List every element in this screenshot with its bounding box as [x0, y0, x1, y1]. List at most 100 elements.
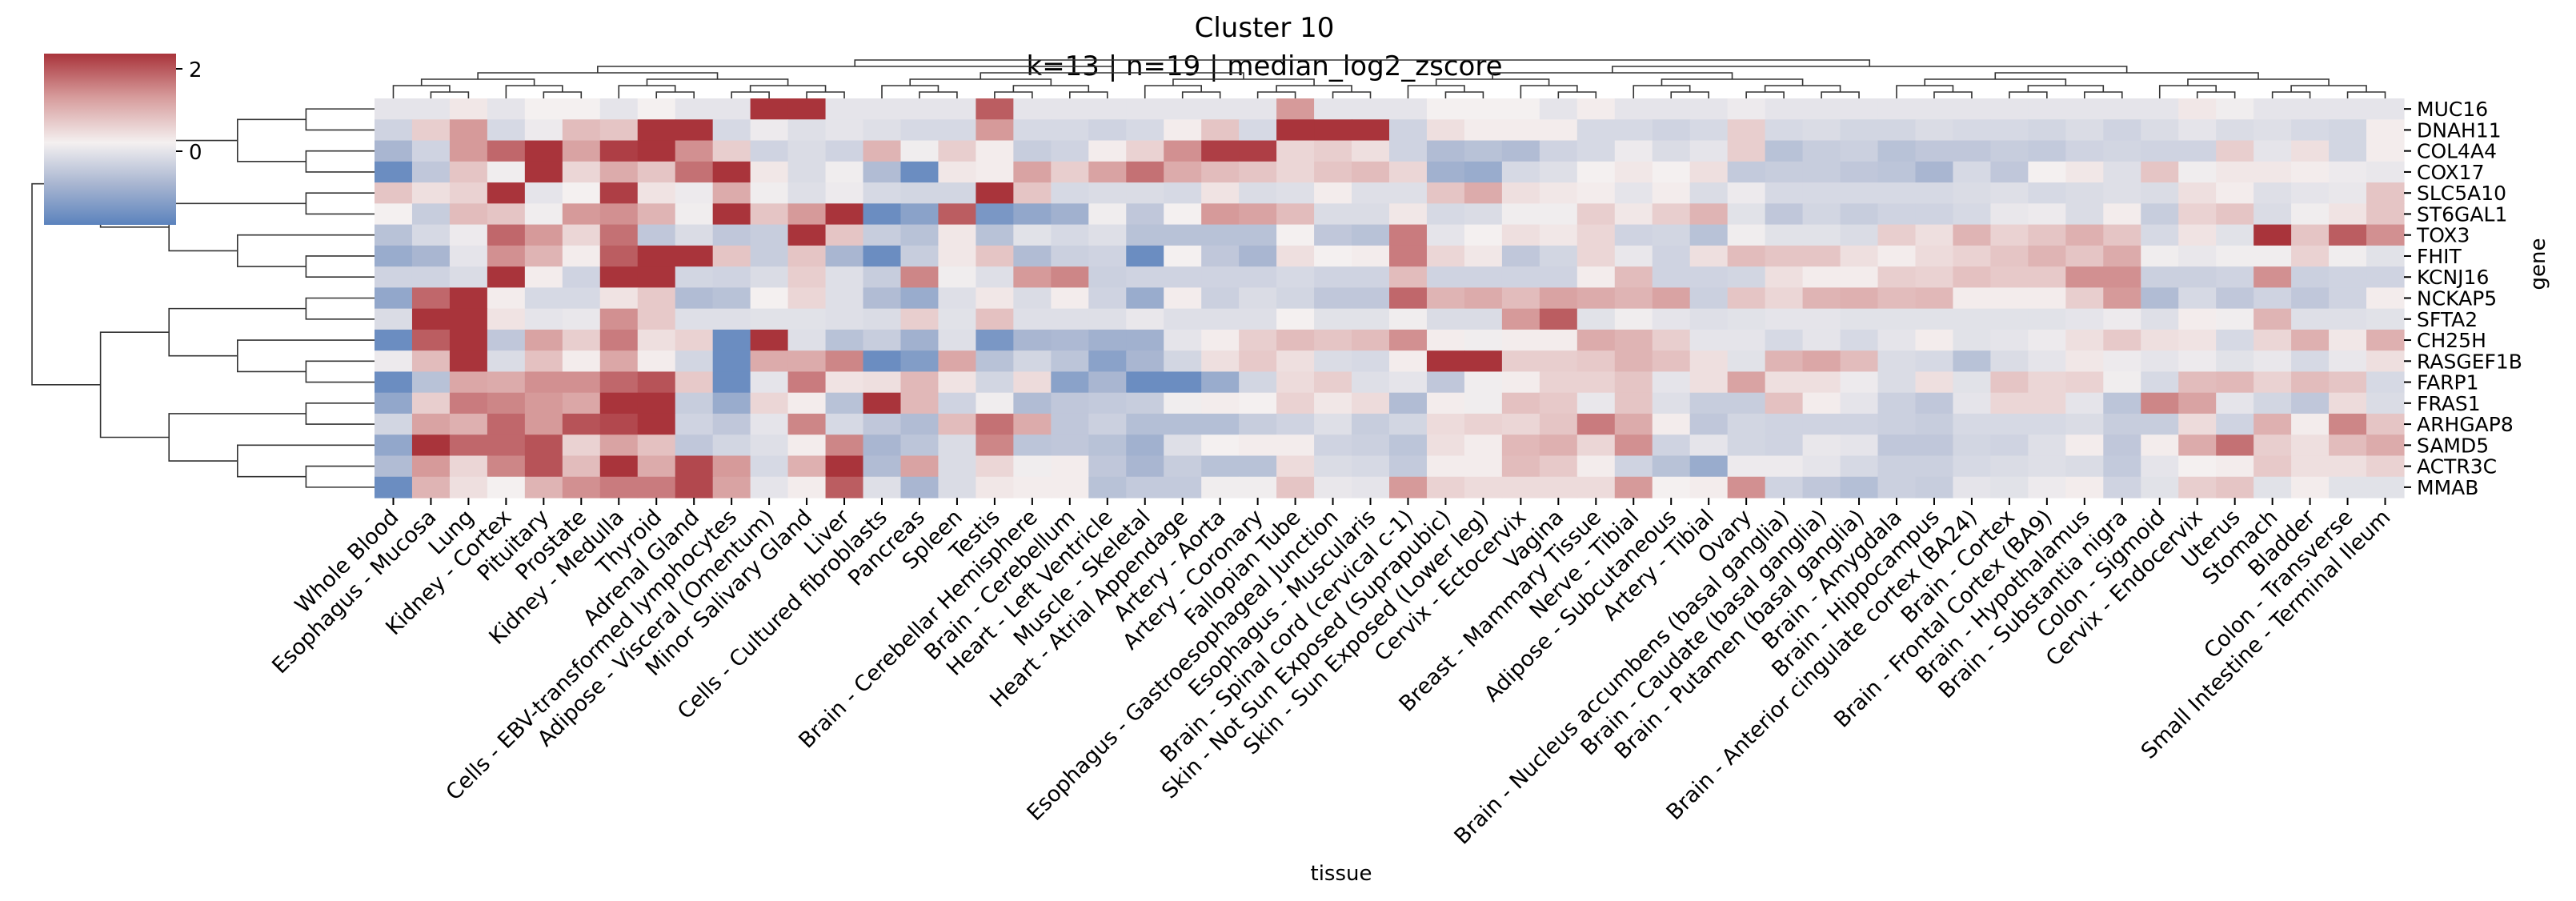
dendrogram-link [1633, 85, 1691, 98]
heatmap-cell [1276, 140, 1315, 162]
heatmap-cell [2329, 455, 2367, 478]
heatmap-cell [787, 308, 827, 330]
heatmap-cell [1201, 434, 1240, 457]
heatmap-cell [1314, 98, 1352, 120]
heatmap-cell [1990, 413, 2029, 435]
heatmap-cell [1802, 266, 1841, 288]
heatmap-cell [1877, 308, 1917, 330]
heatmap-cell [2253, 350, 2292, 373]
heatmap-cell [2366, 413, 2405, 435]
heatmap-cell [900, 203, 939, 226]
heatmap-cell [2329, 224, 2367, 246]
heatmap-cell [637, 224, 676, 246]
heatmap-cell [2216, 476, 2254, 499]
heatmap-cell [750, 371, 789, 394]
heatmap-cell [1802, 182, 1841, 204]
heatmap-cell [1689, 224, 1729, 246]
heatmap-cell [1464, 140, 1503, 162]
dendrogram-link [1276, 85, 1352, 92]
heatmap-cell [1576, 203, 1616, 226]
heatmap-cell [1464, 203, 1503, 226]
heatmap-cell [2028, 161, 2066, 183]
heatmap-cell [1765, 476, 1804, 499]
heatmap-cell [2065, 182, 2104, 204]
heatmap-cell [2291, 455, 2330, 478]
heatmap-cell [637, 455, 676, 478]
heatmap-cell [2103, 434, 2141, 457]
column-dendrogram [392, 59, 2386, 98]
heatmap-cell [637, 476, 676, 499]
heatmap-cell [1539, 224, 1578, 246]
heatmap-cell [2291, 203, 2330, 226]
heatmap-cell [825, 476, 864, 499]
heatmap-cell [1576, 392, 1616, 414]
heatmap-cell [487, 329, 526, 351]
heatmap-cell [1051, 119, 1089, 142]
dendrogram-link [305, 255, 375, 278]
y-tick-label: MUC16 [2417, 98, 2488, 121]
heatmap-cell [1389, 266, 1428, 288]
heatmap-cell [2103, 413, 2141, 435]
heatmap-cell [1126, 455, 1164, 478]
heatmap-cell [1464, 245, 1503, 267]
heatmap-cell [1314, 140, 1352, 162]
heatmap-cell [1088, 245, 1127, 267]
heatmap-cell [1539, 476, 1578, 499]
dendrogram-link [1520, 85, 1578, 98]
heatmap-cell [1802, 455, 1841, 478]
y-tick-label: ARHGAP8 [2417, 413, 2514, 436]
heatmap-cell [1614, 455, 1653, 478]
heatmap-cell [675, 266, 714, 288]
heatmap-cell [1652, 434, 1691, 457]
heatmap-cell [1314, 371, 1352, 394]
heatmap-cell [787, 182, 827, 204]
heatmap-cell [2216, 203, 2254, 226]
heatmap-cell [562, 434, 601, 457]
heatmap-cell [375, 434, 413, 457]
heatmap-cell [1013, 98, 1052, 120]
heatmap-cell [1840, 371, 1879, 394]
heatmap-cell [1276, 266, 1315, 288]
heatmap-cell [1201, 161, 1240, 183]
heatmap-cell [787, 455, 827, 478]
heatmap-cell [1126, 392, 1164, 414]
heatmap-cell [1877, 161, 1917, 183]
heatmap-cell [1239, 119, 1277, 142]
heatmap-cell [1426, 98, 1465, 120]
heatmap-cell [637, 98, 676, 120]
dendrogram-link [1181, 91, 1221, 98]
heatmap-cell [1576, 287, 1616, 310]
heatmap-cell [1614, 434, 1653, 457]
heatmap-cell [1201, 413, 1240, 435]
heatmap-cell [825, 455, 864, 478]
heatmap-cell [938, 224, 976, 246]
heatmap-cell [524, 140, 563, 162]
heatmap-cell [1201, 287, 1240, 310]
heatmap-cell [1426, 203, 1465, 226]
heatmap-cell [1990, 266, 2029, 288]
heatmap-cell [787, 203, 827, 226]
heatmap-cell [1464, 224, 1503, 246]
heatmap-cell [411, 434, 451, 457]
heatmap-cell [2103, 140, 2141, 162]
heatmap-cell [1990, 455, 2029, 478]
heatmap-cell [863, 392, 902, 414]
dendrogram-link [430, 91, 470, 98]
heatmap-cell [2366, 350, 2405, 373]
heatmap-cell [1501, 434, 1540, 457]
heatmap-cell [1464, 329, 1503, 351]
heatmap-cell [787, 266, 827, 288]
heatmap-cell [375, 98, 413, 120]
dendrogram-link [749, 85, 827, 92]
heatmap-cell [1239, 455, 1277, 478]
heatmap-cell [900, 329, 939, 351]
heatmap-cell [1990, 98, 2029, 120]
heatmap-cell [1239, 98, 1277, 120]
heatmap-cell [750, 413, 789, 435]
heatmap-cell [524, 329, 563, 351]
heatmap-cell [1164, 287, 1202, 310]
heatmap-cell [2141, 350, 2179, 373]
heatmap-cell [599, 476, 639, 499]
heatmap-cell [1727, 434, 1766, 457]
heatmap-cell [1727, 392, 1766, 414]
